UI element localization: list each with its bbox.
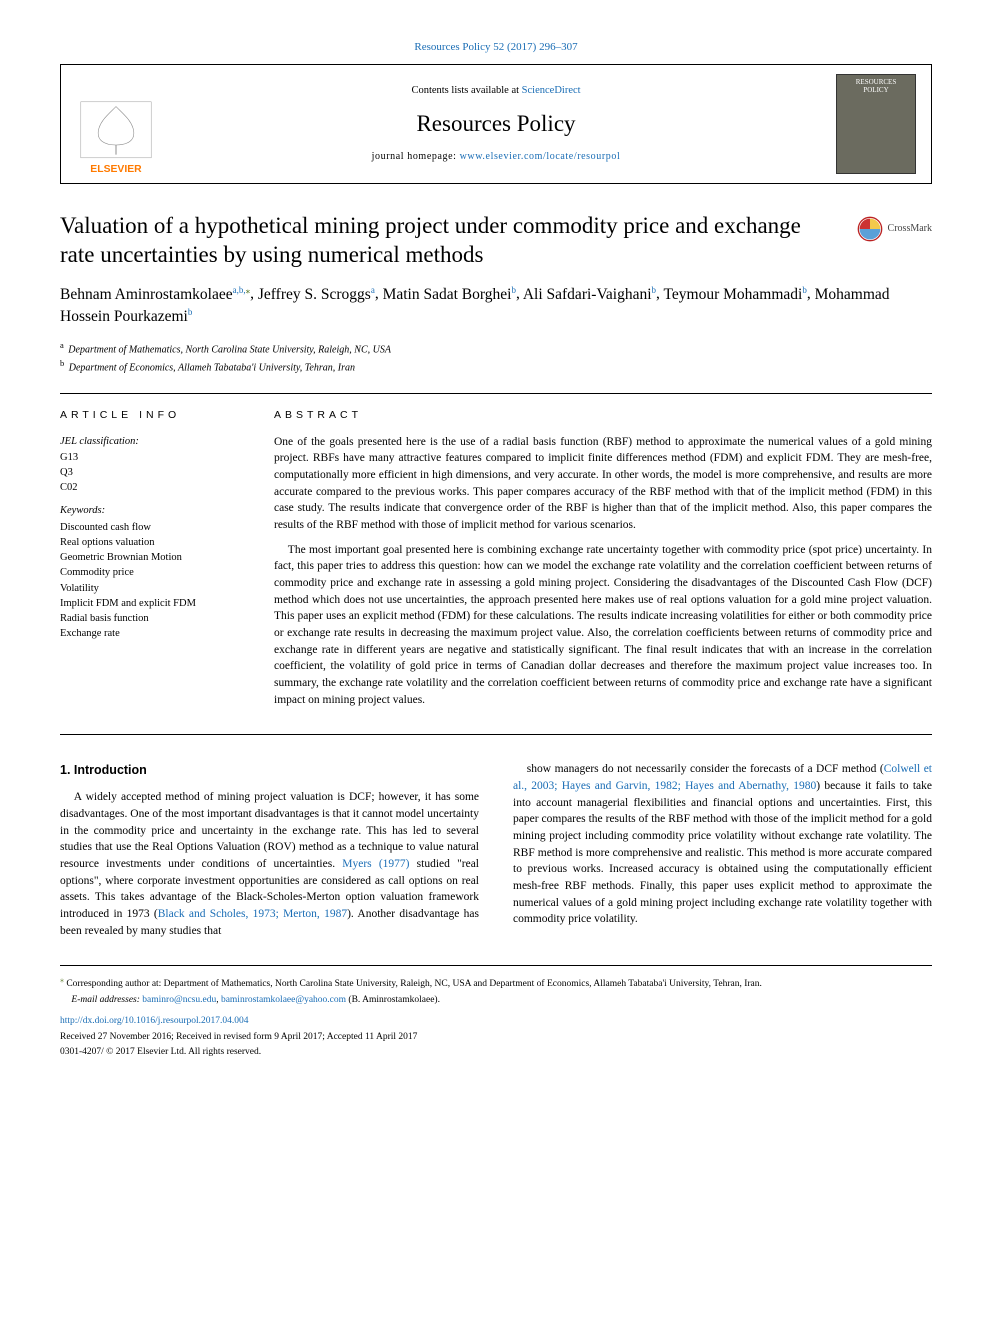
cover-label-bottom: POLICY [863, 87, 888, 95]
email-label: E-mail addresses: [71, 995, 140, 1005]
article-info-heading: ARTICLE INFO [60, 408, 240, 423]
corresponding-note: ⁎ Corresponding author at: Department of… [60, 974, 932, 991]
title-row: Valuation of a hypothetical mining proje… [60, 212, 932, 270]
contents-line: Contents lists available at ScienceDirec… [411, 83, 580, 98]
keyword: Exchange rate [60, 626, 240, 641]
body-col-right: show managers do not necessarily conside… [513, 761, 932, 939]
abstract: ABSTRACT One of the goals presented here… [274, 408, 932, 716]
info-abstract-row: ARTICLE INFO JEL classification: G13Q3C0… [60, 394, 932, 734]
masthead-right: RESOURCES POLICY [821, 65, 931, 183]
keyword: Radial basis function [60, 611, 240, 626]
keyword: Implicit FDM and explicit FDM [60, 596, 240, 611]
jel-block: JEL classification: G13Q3C02 [60, 434, 240, 496]
keyword: Discounted cash flow [60, 520, 240, 535]
homepage-link[interactable]: www.elsevier.com/locate/resourpol [460, 151, 621, 162]
footnotes: ⁎ Corresponding author at: Department of… [60, 965, 932, 1059]
corr-text: Corresponding author at: Department of M… [66, 980, 762, 990]
affiliation: a Department of Mathematics, North Carol… [60, 339, 932, 357]
journal-cover: RESOURCES POLICY [836, 74, 916, 174]
crossmark-label: CrossMark [888, 222, 932, 237]
citation-link[interactable]: Black and Scholes, 1973; Merton, 1987 [158, 908, 347, 920]
keywords-block: Keywords: Discounted cash flowReal optio… [60, 503, 240, 641]
top-citation-link[interactable]: Resources Policy 52 (2017) 296–307 [414, 41, 577, 53]
keyword: Commodity price [60, 565, 240, 580]
crossmark-icon [857, 216, 883, 242]
contents-pre: Contents lists available at [411, 85, 521, 96]
body-columns: 1. Introduction A widely accepted method… [60, 761, 932, 939]
citation-link[interactable]: Colwell et al., 2003; Hayes and Garvin, … [513, 763, 932, 792]
author: Jeffrey S. Scroggsa [258, 286, 375, 303]
affiliations: a Department of Mathematics, North Carol… [60, 339, 932, 376]
email-row: E-mail addresses: baminro@ncsu.edu, bami… [71, 994, 932, 1007]
intro-right-para: show managers do not necessarily conside… [513, 761, 932, 928]
abstract-heading: ABSTRACT [274, 408, 932, 423]
author: Teymour Mohammadib [664, 286, 807, 303]
author: Ali Safdari-Vaighanib [523, 286, 656, 303]
masthead: ELSEVIER Contents lists available at Sci… [60, 64, 932, 184]
jel-code: G13 [60, 450, 240, 465]
keyword: Volatility [60, 581, 240, 596]
article-info: ARTICLE INFO JEL classification: G13Q3C0… [60, 408, 240, 716]
masthead-center: Contents lists available at ScienceDirec… [171, 65, 821, 183]
keyword: Geometric Brownian Motion [60, 550, 240, 565]
author: Behnam Aminrostamkolaeea,b,⁎ [60, 286, 250, 303]
email-1[interactable]: baminro@ncsu.edu [142, 995, 216, 1005]
journal-name: Resources Policy [416, 107, 575, 140]
history-row: Received 27 November 2016; Received in r… [60, 1031, 932, 1044]
doi-link[interactable]: http://dx.doi.org/10.1016/j.resourpol.20… [60, 1016, 249, 1026]
homepage-pre: journal homepage: [372, 151, 460, 162]
author: Matin Sadat Borgheib [383, 286, 516, 303]
intro-heading: 1. Introduction [60, 761, 479, 779]
jel-label: JEL classification: [60, 434, 240, 449]
email-tail: (B. Aminrostamkolaee). [348, 995, 440, 1005]
intro-left-para: A widely accepted method of mining proje… [60, 789, 479, 939]
jel-list: G13Q3C02 [60, 450, 240, 496]
elsevier-wordmark: ELSEVIER [90, 164, 142, 175]
authors: Behnam Aminrostamkolaeea,b,⁎, Jeffrey S.… [60, 283, 932, 328]
sciencedirect-link[interactable]: ScienceDirect [522, 85, 581, 96]
jel-code: C02 [60, 480, 240, 495]
citation-link[interactable]: Myers (1977) [342, 858, 409, 870]
rule-bottom [60, 734, 932, 735]
article-title: Valuation of a hypothetical mining proje… [60, 212, 839, 270]
keyword: Real options valuation [60, 535, 240, 550]
journal-homepage: journal homepage: www.elsevier.com/locat… [372, 150, 621, 165]
top-citation: Resources Policy 52 (2017) 296–307 [60, 40, 932, 56]
crossmark-badge[interactable]: CrossMark [857, 216, 932, 242]
keywords-list: Discounted cash flowReal options valuati… [60, 520, 240, 642]
corr-marker-icon: ⁎ [60, 975, 64, 984]
masthead-left: ELSEVIER [61, 65, 171, 183]
jel-code: Q3 [60, 465, 240, 480]
email-2[interactable]: baminrostamkolaee@yahoo.com [221, 995, 346, 1005]
body-col-left: 1. Introduction A widely accepted method… [60, 761, 479, 939]
doi-row: http://dx.doi.org/10.1016/j.resourpol.20… [60, 1015, 932, 1028]
abstract-p2: The most important goal presented here i… [274, 542, 932, 709]
abstract-p1: One of the goals presented here is the u… [274, 434, 932, 534]
copyright-row: 0301-4207/ © 2017 Elsevier Ltd. All righ… [60, 1046, 932, 1059]
affiliation: b Department of Economics, Allameh Tabat… [60, 357, 932, 375]
elsevier-tree-logo: ELSEVIER [76, 97, 156, 177]
keywords-label: Keywords: [60, 503, 240, 518]
